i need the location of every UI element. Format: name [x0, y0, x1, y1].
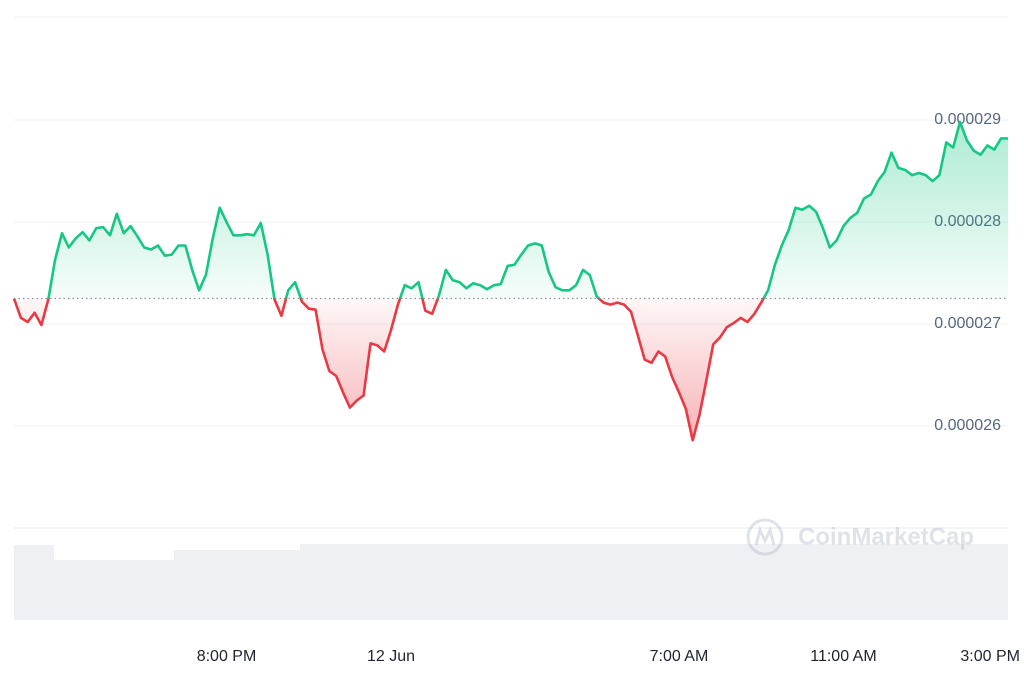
price-line: [12, 120, 1008, 442]
logo: [746, 518, 784, 556]
x-tick-label: 8:00 PM: [197, 648, 257, 665]
volume-area: [54, 560, 174, 620]
watermark: CoinMarketCap: [746, 518, 974, 556]
volume: [14, 544, 1008, 620]
x-tick-label: 3:00 PM: [960, 648, 1020, 665]
y-tick-label: 0.000027: [934, 315, 1001, 332]
x-tick-label: 11:00 AM: [810, 648, 876, 665]
x-tick-label: 7:00 AM: [650, 648, 709, 665]
watermark-text: CoinMarketCap: [798, 523, 974, 550]
volume-area: [14, 545, 54, 620]
logo: [754, 525, 776, 546]
y-tick-label: 0.000026: [934, 417, 1001, 434]
area: [14, 122, 1008, 441]
volume-area: [300, 544, 1008, 620]
y-tick-label: 0.000029: [934, 111, 1001, 128]
x-tick-label: 12 Jun: [367, 648, 415, 665]
